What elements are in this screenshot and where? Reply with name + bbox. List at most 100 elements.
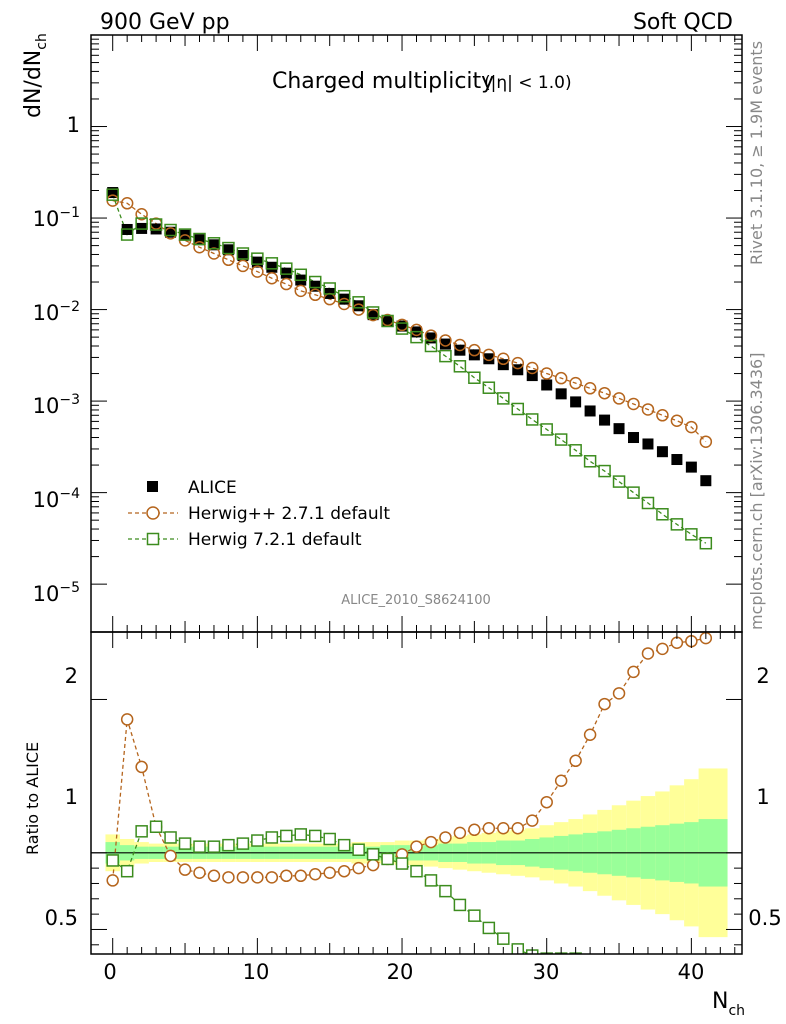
herwig7-point	[627, 486, 640, 499]
y-tick-label-1e-1: 10−1	[33, 205, 80, 231]
herwigpp-point	[627, 397, 640, 411]
herwig7-point	[366, 306, 380, 319]
alice-point	[353, 300, 365, 312]
main-plot-panel: dN/dNch Charged multiplicity (|η| < 1.0)…	[21, 33, 743, 633]
ratio-herwigpp-point	[308, 868, 322, 881]
alice-point	[251, 256, 263, 268]
ratio-herwigpp-point	[178, 863, 192, 876]
x-tick-label-0: 0	[103, 960, 116, 984]
ratio-herwig7-point	[178, 837, 192, 850]
herwig7-point	[685, 528, 698, 541]
herwig7-point	[670, 518, 684, 531]
herwig7-point	[337, 289, 351, 303]
ratio-herwigpp-point	[540, 795, 553, 809]
herwig7-point	[569, 444, 582, 457]
herwigpp-point	[337, 297, 351, 311]
ratio-herwigpp-point	[410, 840, 423, 853]
ratio-herwig7-point	[439, 884, 452, 898]
herwig7-point	[540, 423, 553, 436]
herwigpp-point	[251, 265, 264, 278]
ratio-herwig7-point	[337, 838, 351, 852]
herwig7-point	[323, 282, 336, 295]
ratio-herwigpp-point	[583, 728, 597, 741]
herwigpp-point	[699, 435, 713, 448]
herwig7-point	[439, 349, 452, 363]
x-tick-label-10: 10	[243, 960, 270, 984]
alice-point	[266, 261, 278, 273]
herwig7-point	[453, 360, 467, 373]
ratio-herwigpp-point	[323, 866, 336, 879]
ratio-herwigpp-point	[612, 687, 626, 700]
herwigpp-point	[280, 277, 293, 291]
y-tick-label-1e-4: 10−4	[33, 486, 80, 512]
ratio-herwigpp-point	[366, 858, 380, 872]
herwig7-point	[410, 330, 423, 344]
herwigpp-point	[308, 288, 322, 302]
ratio-plot-axes	[91, 632, 742, 954]
ratio-herwig7-point	[106, 854, 119, 867]
ratio-y-tick-label-2: 2	[65, 664, 78, 688]
legend-marker-herwigpp	[146, 506, 160, 520]
ratio-herwig7-point	[453, 898, 467, 912]
ratio-herwig7-point	[149, 820, 163, 833]
herwig7-point	[395, 322, 409, 335]
ratio-herwig7-point	[424, 874, 438, 887]
ratio-herwigpp-point	[193, 866, 206, 879]
ratio-herwig7-point	[497, 932, 510, 945]
alice-point	[107, 187, 119, 199]
ratio-herwig7-point	[599, 956, 610, 967]
ratio-herwigpp-point	[554, 774, 568, 787]
herwigpp-point	[410, 323, 423, 337]
herwigpp-point	[352, 303, 365, 316]
ratio-herwigpp-point	[525, 814, 539, 827]
alice-point	[599, 414, 611, 426]
ratio-herwigpp-point	[453, 826, 467, 840]
alice-point	[425, 332, 437, 344]
herwig7-point	[294, 268, 308, 282]
main-y-axis-label: dN/dNch	[21, 33, 50, 118]
ratio-herwig7-point	[323, 832, 336, 846]
herwig7-point	[424, 339, 438, 353]
ratio-herwigpp-point	[569, 754, 582, 768]
ratio-herwig7-point	[410, 864, 423, 878]
ratio-herwigpp-point	[641, 647, 655, 660]
herwigpp-line	[112, 199, 707, 443]
ratio-herwig7-point	[583, 953, 597, 954]
alice-point	[570, 396, 582, 408]
ratio-herwigpp-point	[236, 871, 250, 884]
herwig7-point	[265, 257, 279, 270]
herwig7-point	[164, 223, 177, 237]
legend: ALICE Herwig++ 2.7.1 default Herwig 7.2.…	[128, 478, 390, 550]
ratio-herwigpp-point	[207, 869, 221, 883]
ratio-herwigpp-point	[497, 822, 510, 835]
x-tick-label-30: 30	[533, 960, 560, 984]
herwigpp-point	[482, 348, 496, 362]
ratio-herwig7-point	[366, 848, 380, 861]
alice-point	[222, 244, 234, 256]
herwigpp-point	[685, 420, 698, 434]
herwigpp-point	[554, 371, 568, 385]
herwig7-point	[222, 241, 235, 255]
alice-point	[613, 423, 625, 435]
plot-title: Charged multiplicity	[272, 69, 494, 94]
ratio-y-tick-label-0.5: 0.5	[45, 906, 78, 930]
ratio-herwigpp-point	[439, 831, 452, 844]
ratio-y-axis-label: Ratio to ALICE	[23, 742, 42, 855]
alice-point	[396, 320, 408, 332]
herwigpp-point	[453, 338, 467, 352]
alice-point	[439, 338, 451, 350]
x-tick-label-20: 20	[387, 960, 414, 984]
alice-point	[237, 249, 249, 261]
herwig7-point	[280, 262, 293, 275]
ratio-herwigpp-point	[251, 871, 264, 884]
alice-point	[541, 379, 553, 391]
ratio-herwig7-point	[236, 837, 250, 850]
ratio-herwig7-point	[164, 831, 177, 844]
ratio-herwig7-point	[193, 840, 206, 853]
ratio-y-tick-label-0.5-right: 0.5	[748, 906, 781, 930]
ratio-herwig7-point	[395, 857, 409, 870]
y-tick-label-1: 1	[67, 113, 80, 137]
ratio-herwigpp-point	[656, 642, 669, 656]
ratio-herwigpp-point	[424, 835, 438, 849]
